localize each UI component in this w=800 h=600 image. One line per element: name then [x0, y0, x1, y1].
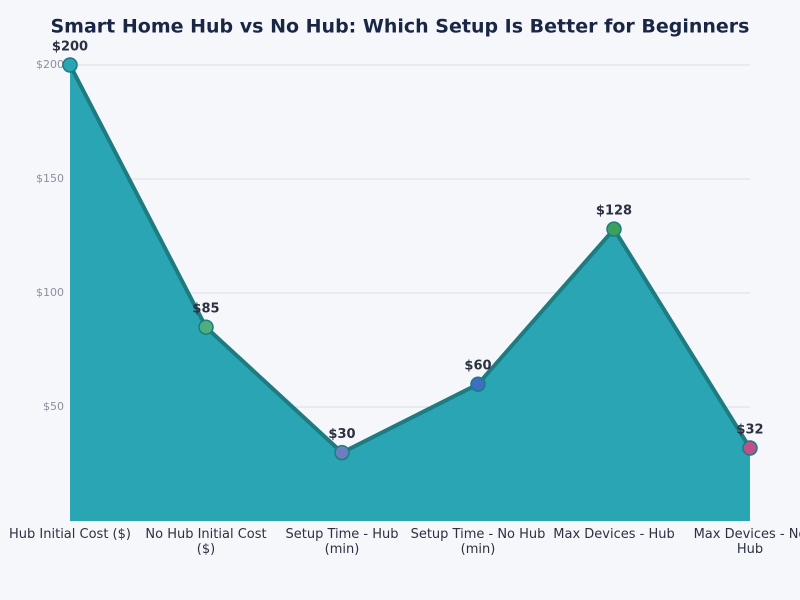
area — [70, 65, 750, 521]
x-tick-label: Max Devices - Hub — [553, 527, 675, 542]
marker — [334, 444, 350, 461]
data-label: $60 — [464, 359, 491, 374]
x-tick-label: Max Devices - No Hub — [693, 527, 800, 557]
data-label: $30 — [328, 427, 355, 442]
data-label: $200 — [52, 40, 88, 55]
data-label: $128 — [596, 204, 632, 219]
line — [68, 64, 752, 455]
y-tick-label: $150 — [36, 172, 64, 185]
data-label: $32 — [736, 423, 763, 438]
marker — [606, 221, 622, 237]
x-tick-label: Setup Time - No Hub (min) — [410, 527, 546, 557]
y-tick-label: $200 — [36, 58, 64, 71]
y-tick-label: $50 — [43, 400, 64, 413]
x-tick-label: Setup Time - Hub (min) — [285, 527, 399, 557]
data-label: $85 — [192, 302, 219, 317]
marker — [470, 376, 486, 392]
x-tick-label: No Hub Initial Cost ($) — [145, 527, 267, 557]
marker — [62, 57, 78, 73]
x-tick-label: Hub Initial Cost ($) — [9, 527, 131, 542]
marker — [742, 440, 758, 456]
marker — [198, 319, 214, 335]
chart-title: Smart Home Hub vs No Hub: Which Setup Is… — [51, 16, 750, 38]
y-tick-label: $100 — [36, 286, 64, 299]
